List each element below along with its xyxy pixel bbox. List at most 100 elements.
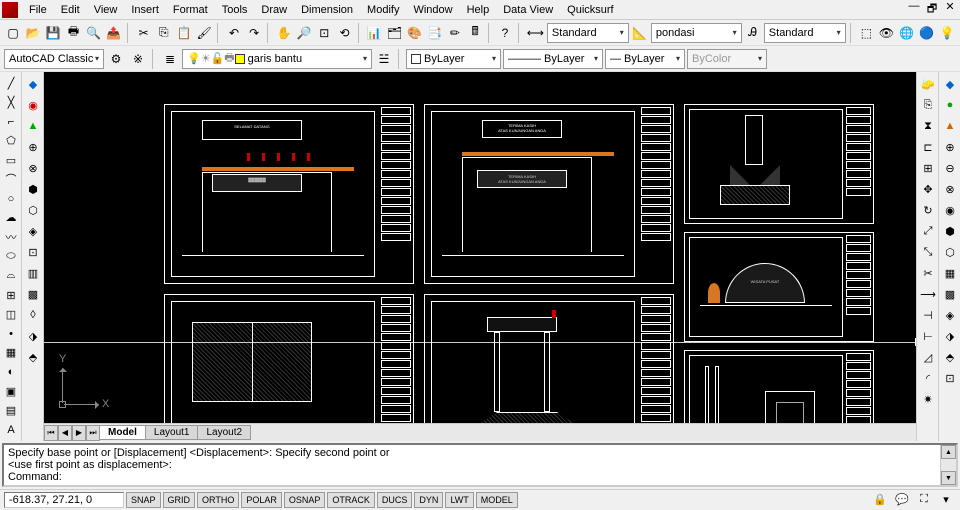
workspace-combo[interactable]: AutoCAD Classic bbox=[4, 49, 104, 69]
preview-icon[interactable]: 🔍 bbox=[85, 23, 103, 43]
revcloud-icon[interactable]: ☁ bbox=[1, 209, 21, 227]
menu-dataview[interactable]: Data View bbox=[496, 2, 560, 18]
menu-modify[interactable]: Modify bbox=[360, 2, 406, 18]
workspace-settings-icon[interactable]: ⚙ bbox=[106, 49, 126, 69]
m14-icon[interactable]: ⬘ bbox=[940, 347, 960, 367]
tab-layout2[interactable]: Layout2 bbox=[197, 425, 251, 440]
mtext-icon[interactable]: A bbox=[1, 421, 21, 439]
scroll-up-icon[interactable]: ▲ bbox=[941, 445, 956, 459]
m9-icon[interactable]: ⬡ bbox=[940, 242, 960, 262]
dimstyle-icon[interactable]: 📐 bbox=[631, 23, 649, 43]
plotstyle-combo[interactable]: ByColor bbox=[687, 49, 767, 69]
insert-icon[interactable]: ⊞ bbox=[1, 286, 21, 304]
menu-view[interactable]: View bbox=[87, 2, 125, 18]
tool3-icon[interactable]: ▲ bbox=[23, 116, 43, 136]
m2-icon[interactable]: ● bbox=[940, 95, 960, 115]
close-button[interactable]: ✕ bbox=[942, 0, 958, 19]
m8-icon[interactable]: ⬢ bbox=[940, 221, 960, 241]
tool4-icon[interactable]: ⊕ bbox=[23, 137, 43, 157]
render-icon[interactable]: 🔵 bbox=[918, 23, 936, 43]
light-icon[interactable]: 💡 bbox=[938, 23, 956, 43]
lineweight-combo[interactable]: —ByLayer bbox=[605, 49, 685, 69]
zoom-prev-icon[interactable]: ⟲ bbox=[335, 23, 353, 43]
xline-icon[interactable]: ╳ bbox=[1, 93, 21, 111]
tool8-icon[interactable]: ◈ bbox=[23, 221, 43, 241]
tab-last-icon[interactable]: ⏭ bbox=[86, 425, 100, 441]
tool9-icon[interactable]: ⊡ bbox=[23, 242, 43, 262]
menu-dimension[interactable]: Dimension bbox=[294, 2, 360, 18]
erase-icon[interactable]: 🧽 bbox=[918, 74, 938, 94]
m11-icon[interactable]: ▩ bbox=[940, 284, 960, 304]
tab-model[interactable]: Model bbox=[99, 425, 146, 440]
tray-lock-icon[interactable]: 🔒 bbox=[870, 490, 890, 510]
rotate-icon[interactable]: ↻ bbox=[918, 200, 938, 220]
print-icon[interactable]: 🖶 bbox=[64, 23, 82, 43]
redo-icon[interactable]: ↷ bbox=[245, 23, 263, 43]
m15-icon[interactable]: ⊡ bbox=[940, 368, 960, 388]
tab-layout1[interactable]: Layout1 bbox=[145, 425, 199, 440]
tool10-icon[interactable]: ▥ bbox=[23, 263, 43, 283]
zoom-rt-icon[interactable]: 🔎 bbox=[295, 23, 313, 43]
drawing-canvas[interactable]: SELAMAT DATANG ▓▓▓▓▓▓ TERIMA KASIHATAS K… bbox=[44, 72, 916, 423]
tray-max-icon[interactable]: ⛶ bbox=[914, 490, 934, 510]
m10-icon[interactable]: ▦ bbox=[940, 263, 960, 283]
menu-draw[interactable]: Draw bbox=[254, 2, 294, 18]
tab-next-icon[interactable]: ▶ bbox=[72, 425, 86, 441]
style-combo[interactable]: Standard bbox=[547, 23, 629, 43]
ucs-icon[interactable]: ⬚ bbox=[857, 23, 875, 43]
markup-icon[interactable]: ✏ bbox=[446, 23, 464, 43]
array-icon[interactable]: ⊞ bbox=[918, 158, 938, 178]
menu-quicksurf[interactable]: Quicksurf bbox=[560, 2, 620, 18]
restore-button[interactable]: 🗗 bbox=[924, 0, 940, 19]
tool12-icon[interactable]: ◊ bbox=[23, 305, 43, 325]
textstyle-combo[interactable]: Standard bbox=[764, 23, 846, 43]
gradient-icon[interactable]: ◐ bbox=[1, 363, 21, 381]
trim-icon[interactable]: ✂ bbox=[918, 263, 938, 283]
command-scrollbar[interactable]: ▲ ▼ bbox=[940, 445, 956, 485]
tool2-icon[interactable]: ◉ bbox=[23, 95, 43, 115]
otrack-toggle[interactable]: OTRACK bbox=[327, 492, 375, 508]
move-icon[interactable]: ✥ bbox=[918, 179, 938, 199]
menu-insert[interactable]: Insert bbox=[124, 2, 166, 18]
tool14-icon[interactable]: ⬘ bbox=[23, 347, 43, 367]
grid-toggle[interactable]: GRID bbox=[163, 492, 196, 508]
view-icon[interactable]: 👁 bbox=[877, 23, 895, 43]
paste-icon[interactable]: 📋 bbox=[175, 23, 193, 43]
tool7-icon[interactable]: ⬡ bbox=[23, 200, 43, 220]
copy-icon[interactable]: ⎘ bbox=[155, 23, 173, 43]
tool-palette-icon[interactable]: 🎨 bbox=[406, 23, 424, 43]
copy-obj-icon[interactable]: ⎘ bbox=[918, 95, 938, 115]
stretch-icon[interactable]: ⤡ bbox=[918, 242, 938, 262]
break-icon[interactable]: ⊣ bbox=[918, 305, 938, 325]
dim-icon[interactable]: ⟷ bbox=[526, 23, 545, 43]
workspace-save-icon[interactable]: ※ bbox=[128, 49, 148, 69]
tool13-icon[interactable]: ⬗ bbox=[23, 326, 43, 346]
calc-icon[interactable]: 🖩 bbox=[466, 23, 484, 43]
scroll-down-icon[interactable]: ▼ bbox=[941, 471, 956, 485]
menu-tools[interactable]: Tools bbox=[215, 2, 255, 18]
snap-toggle[interactable]: SNAP bbox=[126, 492, 161, 508]
arc-icon[interactable]: ⌒ bbox=[1, 170, 21, 188]
m7-icon[interactable]: ◉ bbox=[940, 200, 960, 220]
m3-icon[interactable]: ▲ bbox=[940, 116, 960, 136]
m6-icon[interactable]: ⊗ bbox=[940, 179, 960, 199]
join-icon[interactable]: ⊢ bbox=[918, 326, 938, 346]
tray-menu-icon[interactable]: ▾ bbox=[936, 490, 956, 510]
sheet-set-icon[interactable]: 📑 bbox=[426, 23, 444, 43]
chamfer-icon[interactable]: ◿ bbox=[918, 347, 938, 367]
tab-first-icon[interactable]: ⏮ bbox=[44, 425, 58, 441]
mirror-icon[interactable]: ⧗ bbox=[918, 116, 938, 136]
polar-toggle[interactable]: POLAR bbox=[241, 492, 282, 508]
m1-icon[interactable]: ◆ bbox=[940, 74, 960, 94]
menu-window[interactable]: Window bbox=[406, 2, 459, 18]
spline-icon[interactable]: 〰 bbox=[1, 228, 21, 246]
polygon-icon[interactable]: ⬠ bbox=[1, 132, 21, 150]
ellipse-icon[interactable]: ⬭ bbox=[1, 247, 21, 265]
m4-icon[interactable]: ⊕ bbox=[940, 137, 960, 157]
linetype-combo[interactable]: ———ByLayer bbox=[503, 49, 603, 69]
tool11-icon[interactable]: ▩ bbox=[23, 284, 43, 304]
scale-icon[interactable]: ⤢ bbox=[918, 221, 938, 241]
match-icon[interactable]: 🖌 bbox=[195, 23, 213, 43]
pline-icon[interactable]: ⌐ bbox=[1, 113, 21, 131]
ortho-toggle[interactable]: ORTHO bbox=[197, 492, 239, 508]
